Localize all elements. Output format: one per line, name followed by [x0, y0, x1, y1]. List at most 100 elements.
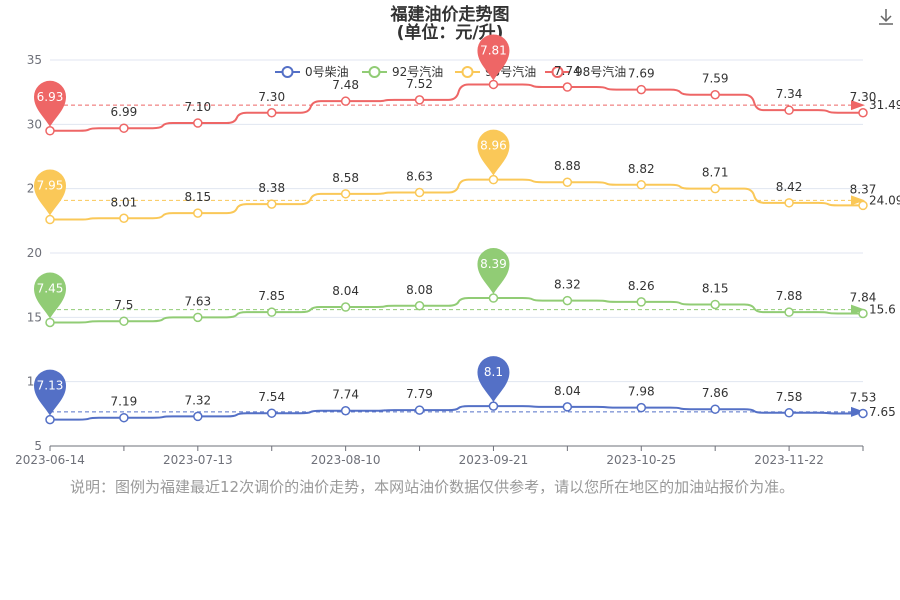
- data-label: 7.5: [114, 298, 133, 312]
- x-tick-label: 2023-10-25: [606, 453, 676, 467]
- data-label: 7.30: [258, 90, 285, 104]
- pin-shape: [477, 34, 510, 81]
- chart-title: 福建油价走势图: [390, 4, 510, 25]
- y-tick-label: 15: [27, 310, 42, 324]
- data-point: [414, 301, 425, 311]
- data-label: 7.74: [554, 64, 581, 78]
- pin-label: 6.93: [37, 90, 64, 104]
- legend-label: 92号汽油: [392, 64, 443, 79]
- data-label: 8.58: [332, 171, 359, 185]
- x-tick-label: 2023-11-22: [754, 453, 824, 467]
- data-point: [784, 408, 794, 418]
- legend-label: 98号汽油: [575, 64, 626, 79]
- data-point: [266, 307, 277, 317]
- data-point: [119, 213, 129, 224]
- data-point: [710, 183, 720, 194]
- x-tick-label: 2023-07-13: [163, 453, 233, 467]
- data-point: [266, 199, 277, 209]
- pin-shape: [34, 80, 66, 127]
- data-point: [45, 414, 55, 425]
- data-point: [488, 293, 499, 303]
- pin-label: 7.81: [480, 43, 507, 57]
- pins: 8.1 7.13 8.39 7.45 8.96 7.95 7.81 6.93: [34, 34, 510, 416]
- data-label: 7.52: [406, 77, 433, 91]
- legend-item[interactable]: 92号汽油: [362, 64, 443, 79]
- data-point: [340, 189, 351, 199]
- data-point: [340, 302, 351, 312]
- data-point: [340, 405, 351, 416]
- data-point: [710, 89, 720, 100]
- data-point: [488, 174, 499, 185]
- note-text: 说明：图例为福建最近12次调价的油价走势，本网站油价数据仅供参考，请以您所在地区…: [70, 478, 795, 496]
- pin-shape: [34, 272, 66, 319]
- pin-marker: 7.45: [34, 272, 66, 319]
- data-label: 7.86: [702, 386, 729, 400]
- pin-marker: 8.39: [477, 248, 510, 295]
- data-point: [119, 412, 129, 423]
- data-point: [119, 123, 129, 133]
- data-point: [562, 402, 573, 412]
- pin-marker: 8.96: [477, 129, 510, 176]
- data-point: [414, 95, 425, 105]
- pin-shape: [477, 356, 510, 403]
- data-label: 7.34: [776, 87, 803, 101]
- data-point: [636, 297, 647, 307]
- data-label: 7.88: [776, 289, 803, 303]
- pin-label: 8.39: [480, 257, 507, 271]
- series-group: [45, 79, 868, 425]
- average-arrow: [851, 304, 865, 315]
- legend-item[interactable]: 0号柴油: [275, 65, 349, 79]
- data-point: [562, 295, 573, 306]
- data-point: [858, 108, 868, 118]
- data-point: [45, 317, 55, 328]
- data-label: 7.32: [184, 393, 211, 407]
- data-point: [636, 180, 647, 190]
- legend-marker: [368, 66, 381, 78]
- data-label: 7.74: [332, 388, 359, 402]
- x-tick-label: 2023-08-10: [311, 453, 381, 467]
- data-label: 7.85: [258, 289, 285, 303]
- data-label: 7.54: [258, 390, 285, 404]
- axes: 51015202530352023-06-142023-07-132023-08…: [15, 53, 864, 467]
- data-label: 7.30: [850, 90, 877, 104]
- data-label: 7.79: [406, 387, 433, 401]
- download-icon[interactable]: [879, 9, 893, 25]
- data-point: [414, 405, 425, 415]
- pin-marker: 7.81: [477, 34, 510, 81]
- data-point: [562, 177, 573, 187]
- data-point: [45, 214, 55, 225]
- data-label: 8.15: [184, 190, 211, 204]
- average-label: 31.49: [869, 98, 900, 112]
- data-point: [710, 404, 720, 414]
- data-point: [414, 187, 425, 198]
- data-label: 8.42: [776, 180, 803, 194]
- average-label: 7.65: [869, 405, 896, 419]
- legend-label: 0号柴油: [305, 65, 349, 79]
- legend-marker: [281, 66, 294, 78]
- average-arrow: [851, 195, 865, 206]
- average-label: 15.6: [869, 303, 896, 317]
- data-point: [340, 96, 351, 106]
- data-label: 8.32: [554, 278, 581, 292]
- pin-label: 7.45: [37, 281, 64, 295]
- pin-label: 8.96: [480, 139, 507, 153]
- x-tick-label: 2023-06-14: [15, 453, 85, 467]
- average-lines: 7.65 15.6 24.09 31.49: [50, 98, 900, 419]
- data-label: 7.48: [332, 78, 359, 92]
- data-point: [562, 82, 573, 92]
- data-point: [858, 308, 868, 319]
- data-label: 8.88: [554, 159, 581, 173]
- pin-shape: [477, 129, 510, 176]
- pin-shape: [34, 369, 66, 416]
- data-label: 7.19: [111, 395, 138, 409]
- data-point: [193, 411, 203, 422]
- data-label: 8.08: [406, 283, 433, 297]
- data-label: 8.15: [702, 281, 729, 295]
- legend-item[interactable]: 98号汽油: [545, 64, 626, 79]
- average-arrow: [851, 100, 865, 111]
- chart-subtitle: (单位：元/升): [397, 22, 504, 43]
- series-line: [50, 405, 863, 421]
- series-line: [50, 297, 863, 324]
- y-tick-label: 35: [27, 53, 42, 67]
- data-label: 7.59: [702, 72, 729, 86]
